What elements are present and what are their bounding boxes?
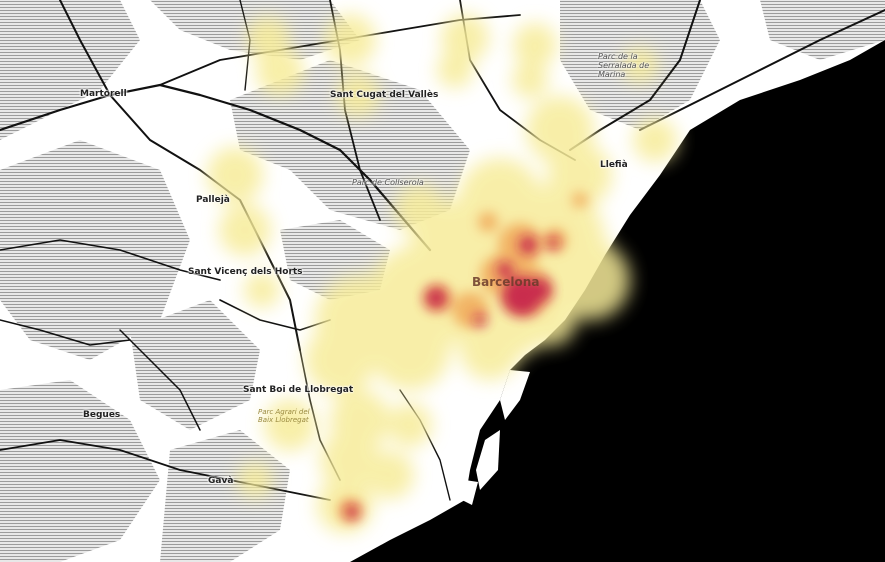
heatmap-low — [207, 14, 677, 533]
port — [462, 370, 530, 505]
heatmap-high — [345, 236, 559, 519]
